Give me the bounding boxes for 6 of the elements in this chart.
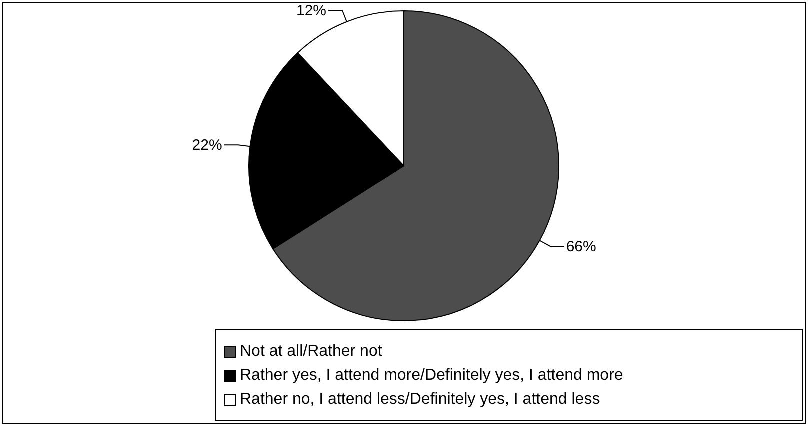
legend-label: Rather no, I attend less/Definitely yes, I attend less <box>240 390 600 410</box>
legend-label: Rather yes, I attend more/Definitely yes, I attend more <box>240 366 624 386</box>
data-label: 66% <box>566 238 596 256</box>
data-label: 22% <box>192 137 222 154</box>
data-label: 12% <box>296 2 327 20</box>
legend-label: Not at all/Rather not <box>240 342 382 362</box>
